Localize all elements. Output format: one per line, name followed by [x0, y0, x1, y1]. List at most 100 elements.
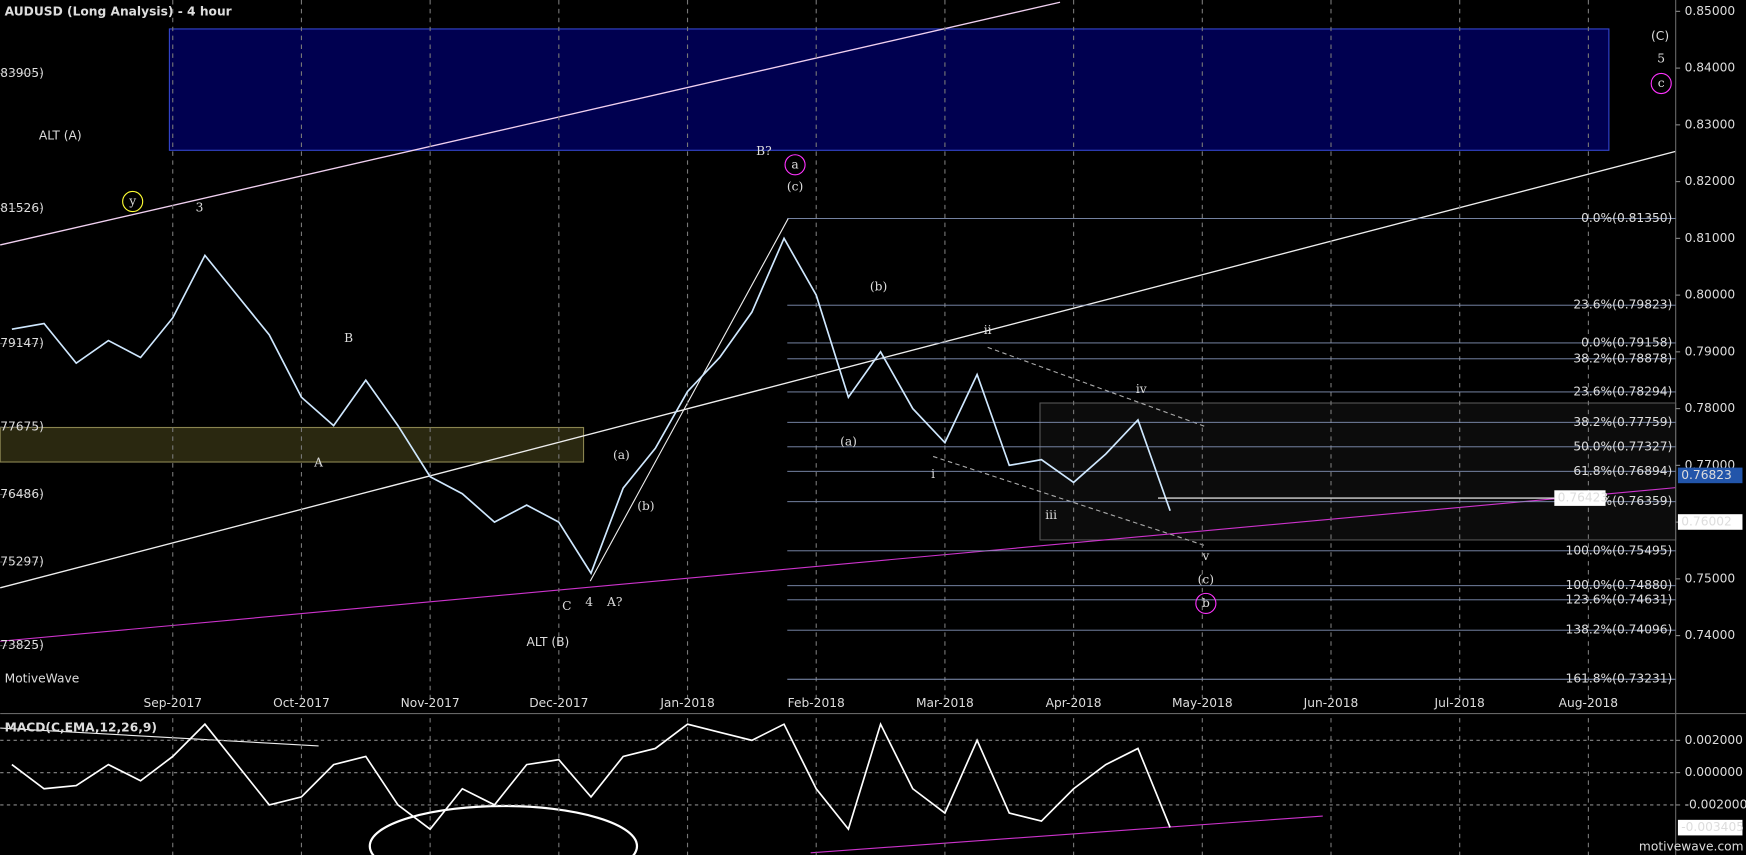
- x-tick-label: Jan-2018: [659, 696, 714, 710]
- wave-label: 3: [196, 201, 204, 215]
- price-marker-label: -0.003405: [1681, 820, 1744, 834]
- wave-label: A: [313, 456, 323, 470]
- y-tick-label: 0.002000: [1685, 733, 1743, 747]
- x-tick-label: Dec-2017: [529, 696, 588, 710]
- fib-label: 38.2%(0.77759): [1573, 415, 1672, 429]
- x-tick-label: Sep-2017: [143, 696, 202, 710]
- x-tick-label: Mar-2018: [916, 696, 974, 710]
- wave-label: b: [1202, 596, 1210, 610]
- trend-line: [0, 727, 319, 747]
- price-marker: [1677, 819, 1743, 836]
- price-marker-label: 0.76002: [1681, 514, 1732, 528]
- y-tick-label: 0.81000: [1685, 231, 1736, 245]
- wave-circle: [784, 154, 806, 176]
- fib-label: 23.6%(0.78294): [1573, 384, 1672, 398]
- x-tick-label: Nov-2017: [401, 696, 460, 710]
- price-line: [11, 721, 1171, 831]
- trend-line: [589, 217, 789, 582]
- x-tick-label: May-2018: [1172, 696, 1233, 710]
- fib-label: 100.0%(0.75495): [1566, 543, 1673, 557]
- y-tick-label: 0.74000: [1685, 628, 1736, 642]
- price-marker: [1677, 467, 1743, 484]
- wave-label: y: [128, 194, 136, 208]
- wave-circle: [1195, 592, 1217, 614]
- wave-label: iii: [1045, 508, 1057, 522]
- x-tick-label: Oct-2017: [273, 696, 330, 710]
- y-tick-label: 0.83000: [1685, 117, 1736, 131]
- price-marker: [1554, 490, 1606, 506]
- y-tick-label: -0.002000: [1685, 797, 1746, 811]
- zone-box: [168, 28, 1610, 151]
- price-marker-label: 0.76823: [1681, 468, 1732, 482]
- channel-line: [0, 150, 1676, 589]
- wave-label: (b): [637, 499, 654, 513]
- fib-label: 100.0%(0.74880): [1566, 578, 1673, 592]
- wave-label: (c): [1198, 573, 1214, 587]
- wave-label: 4: [585, 595, 593, 609]
- wave-label: A?: [606, 595, 622, 609]
- y-tick-label: 0.85000: [1685, 4, 1736, 18]
- wave-label: (b): [870, 280, 887, 294]
- y-tick-label: 0.82000: [1685, 174, 1736, 188]
- wave-label: iv: [1136, 382, 1147, 396]
- site-label: motivewave.com: [1639, 840, 1744, 854]
- fib-label: 61.8%(0.76894): [1573, 464, 1672, 478]
- x-tick-label: Aug-2018: [1559, 696, 1618, 710]
- wave-label: ALT (B): [527, 635, 570, 649]
- y-tick-label: 0.000000: [1685, 765, 1743, 779]
- fib-label: 0.0%(0.79158): [1581, 335, 1672, 349]
- watermark: MotiveWave: [5, 672, 80, 686]
- wave-label: ALT (A): [39, 128, 82, 142]
- wave-label: 5: [1657, 52, 1665, 66]
- fib-label: 23.6%(0.79823): [1573, 298, 1672, 312]
- fib-label: 138.2%(0.74096): [1566, 623, 1673, 637]
- level-label: 81526): [0, 201, 44, 215]
- y-tick-label: 0.78000: [1685, 401, 1736, 415]
- fib-label: 123.6%(0.74631): [1566, 592, 1673, 606]
- fib-label: 50.0%(0.77327): [1573, 439, 1672, 453]
- y-tick-label: 0.75000: [1685, 571, 1736, 585]
- chart-title: AUDUSD (Long Analysis) - 4 hour: [5, 5, 232, 19]
- y-tick-label: 0.79000: [1685, 344, 1736, 358]
- x-tick-label: Apr-2018: [1046, 696, 1102, 710]
- level-label: 73825): [0, 638, 44, 652]
- x-tick-label: Jul-2018: [1434, 696, 1485, 710]
- wave-label: (c): [787, 180, 803, 194]
- level-label: 77675): [0, 420, 44, 434]
- wave-label: (a): [613, 448, 630, 462]
- panel-title: MACD(C,EMA,12,26,9): [5, 721, 157, 735]
- trend-line: [0, 487, 1676, 642]
- wave-label: v: [1201, 549, 1209, 563]
- x-tick-label: Jun-2018: [1303, 696, 1359, 710]
- wave-label: ii: [984, 323, 992, 337]
- wave-label: c: [1658, 76, 1665, 90]
- wave-label: (C): [1651, 29, 1669, 43]
- level-label: 76486): [0, 487, 44, 501]
- y-tick-label: 0.80000: [1685, 288, 1736, 302]
- level-label: 75297): [0, 554, 44, 568]
- channel-line: [0, 1, 1061, 246]
- price-marker: [1677, 514, 1743, 530]
- wave-label: a: [791, 157, 798, 171]
- wave-label: (a): [840, 434, 857, 448]
- zone-box: [0, 426, 585, 463]
- price-line: [11, 236, 1171, 576]
- fib-label: 0.0%(0.81350): [1581, 211, 1672, 225]
- level-label: 83905): [0, 66, 44, 80]
- wave-label: B?: [756, 144, 772, 158]
- level-label: 79147): [0, 336, 44, 350]
- x-tick-label: Feb-2018: [788, 696, 845, 710]
- fib-label: 38.2%(0.78878): [1573, 351, 1672, 365]
- wave-circle: [1650, 72, 1672, 95]
- trend-line: [810, 815, 1323, 854]
- wave-label: C: [562, 599, 571, 613]
- y-tick-label: 0.84000: [1685, 61, 1736, 75]
- price-marker-label: 0.76423: [1558, 491, 1609, 505]
- wave-label: B: [344, 331, 353, 345]
- highlight-ellipse: [368, 804, 639, 855]
- wave-circle: [122, 190, 144, 213]
- wave-label: i: [931, 467, 935, 481]
- fib-label: 161.8%(0.73231): [1566, 672, 1673, 686]
